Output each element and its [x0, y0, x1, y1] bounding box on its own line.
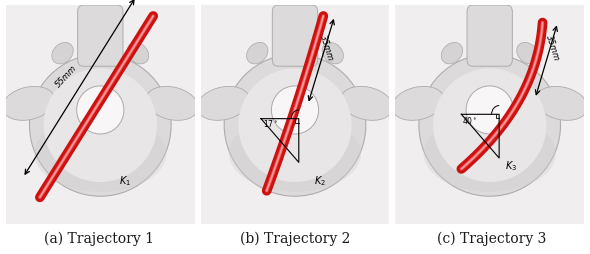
FancyBboxPatch shape [201, 5, 389, 224]
Ellipse shape [247, 42, 268, 64]
Ellipse shape [466, 86, 513, 134]
Ellipse shape [271, 86, 319, 134]
Ellipse shape [517, 42, 538, 64]
FancyBboxPatch shape [273, 5, 317, 66]
Ellipse shape [441, 42, 463, 64]
Ellipse shape [229, 115, 361, 192]
Ellipse shape [424, 115, 556, 192]
Ellipse shape [127, 42, 149, 64]
Text: $\mathit{K}_3$: $\mathit{K}_3$ [505, 159, 517, 173]
Text: (c) Trajectory 3: (c) Trajectory 3 [437, 232, 546, 246]
FancyBboxPatch shape [6, 5, 195, 224]
Text: 40$^\circ$: 40$^\circ$ [463, 115, 478, 126]
Text: $\mathit{K}_1$: $\mathit{K}_1$ [119, 174, 131, 188]
Ellipse shape [52, 42, 73, 64]
Text: 55mm: 55mm [54, 63, 79, 89]
Text: 17$^\circ$: 17$^\circ$ [263, 118, 278, 129]
Ellipse shape [146, 86, 198, 120]
FancyBboxPatch shape [467, 5, 512, 66]
Ellipse shape [44, 68, 157, 182]
Ellipse shape [322, 42, 343, 64]
Text: (b) Trajectory 2: (b) Trajectory 2 [240, 232, 350, 246]
Ellipse shape [197, 86, 250, 120]
Ellipse shape [77, 86, 124, 134]
Ellipse shape [392, 86, 444, 120]
Ellipse shape [340, 86, 393, 120]
Text: 35mm: 35mm [545, 34, 562, 62]
FancyBboxPatch shape [78, 5, 123, 66]
Ellipse shape [224, 54, 366, 196]
Text: $\mathit{K}_2$: $\mathit{K}_2$ [314, 174, 326, 188]
Ellipse shape [433, 68, 546, 182]
Ellipse shape [30, 54, 171, 196]
FancyBboxPatch shape [395, 5, 584, 224]
Ellipse shape [238, 68, 352, 182]
Ellipse shape [34, 115, 166, 192]
Text: (a) Trajectory 1: (a) Trajectory 1 [44, 232, 154, 246]
Text: 35mm: 35mm [319, 34, 335, 62]
Ellipse shape [535, 86, 588, 120]
Ellipse shape [419, 54, 560, 196]
Ellipse shape [2, 86, 55, 120]
